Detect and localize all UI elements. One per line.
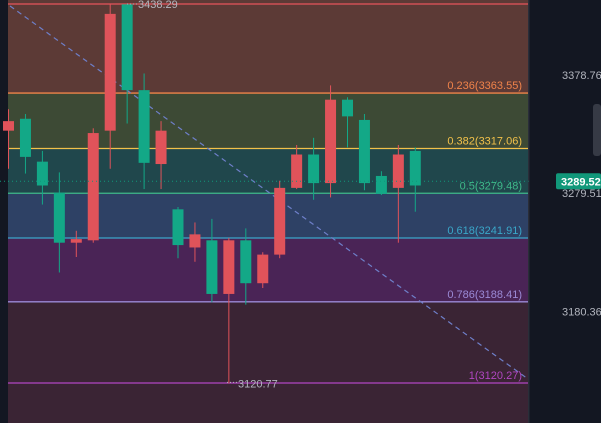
candle-body [223,240,235,294]
trend-line[interactable] [9,5,529,380]
candle-body [392,154,404,188]
fib-band-top [8,0,528,4]
candle [358,113,370,191]
candle-body [308,154,320,184]
candle-body [274,187,286,255]
candle [121,4,133,124]
price-axis-tick-0: 3378.76 [562,70,601,82]
candle-body [358,119,370,184]
candle-body [172,209,184,246]
candle [3,109,14,169]
candle-body [206,240,218,294]
candle [104,4,116,169]
candle-body [121,4,133,91]
candle [240,228,252,305]
fib-band-0 [8,4,528,94]
candle-body [70,239,82,243]
fib-level-labels: 0.236(3363.55) 0.382(3317.06) 0.5(3279.48)… [447,80,522,382]
candle-body [189,234,201,248]
candle-body [409,150,421,186]
candle-body [19,118,31,157]
current-price-tag-background [556,173,601,190]
candle [409,147,421,212]
candle-body [104,13,116,131]
high-price-label: 3438.29 [138,0,178,11]
fib-band-2 [8,148,528,194]
candle [257,252,269,288]
candlestick-series [3,4,421,384]
candle [375,171,387,196]
fib-band-5 [8,301,528,383]
candle-body [240,240,252,284]
price-axis-background [529,0,601,423]
candle-body [3,121,14,131]
fib-label-5: 0.786(3188.41) [447,289,522,301]
candle [138,73,150,190]
candle-body [375,175,387,194]
candle-body [291,154,303,188]
fib-label-3: 0.5(3279.48) [460,180,522,192]
axis-scroll-handle[interactable] [593,104,601,156]
candle-body [155,130,167,165]
fib-label-2: 0.382(3317.06) [447,135,522,147]
price-axis-tick-1: 3279.51 [562,188,601,200]
candle [19,113,31,174]
candle-body [257,254,269,284]
fib-label-6: 1(3120.27) [469,370,522,382]
candle [87,128,99,243]
candle [189,222,201,262]
extreme-labels: 3438.29 3120.77 [127,0,278,390]
candle [325,85,337,198]
fib-label-4: 0.618(3241.91) [447,225,522,237]
candle [308,137,320,200]
fib-label-1: 0.236(3363.55) [447,80,522,92]
current-price-value: 3289.52 [561,176,601,188]
candle [223,237,235,384]
candle-body [36,161,48,186]
candle [36,150,48,205]
price-axis-tick-2: 3180.36 [562,306,601,318]
candle [172,206,184,259]
candle [392,144,404,243]
candle [70,230,82,257]
candle-body [87,133,99,241]
candle [53,172,65,273]
candle [206,218,218,303]
current-price-tag: 3289.52 [556,173,601,190]
candle-body [342,99,353,117]
low-price-label: 3120.77 [238,378,278,390]
candle-body [138,90,150,163]
fib-bands [8,0,528,423]
candle [342,97,353,148]
candle-body [53,192,65,243]
candle [274,180,286,259]
fib-band-6 [8,383,528,423]
candle-body [325,99,337,184]
candle [155,121,167,190]
